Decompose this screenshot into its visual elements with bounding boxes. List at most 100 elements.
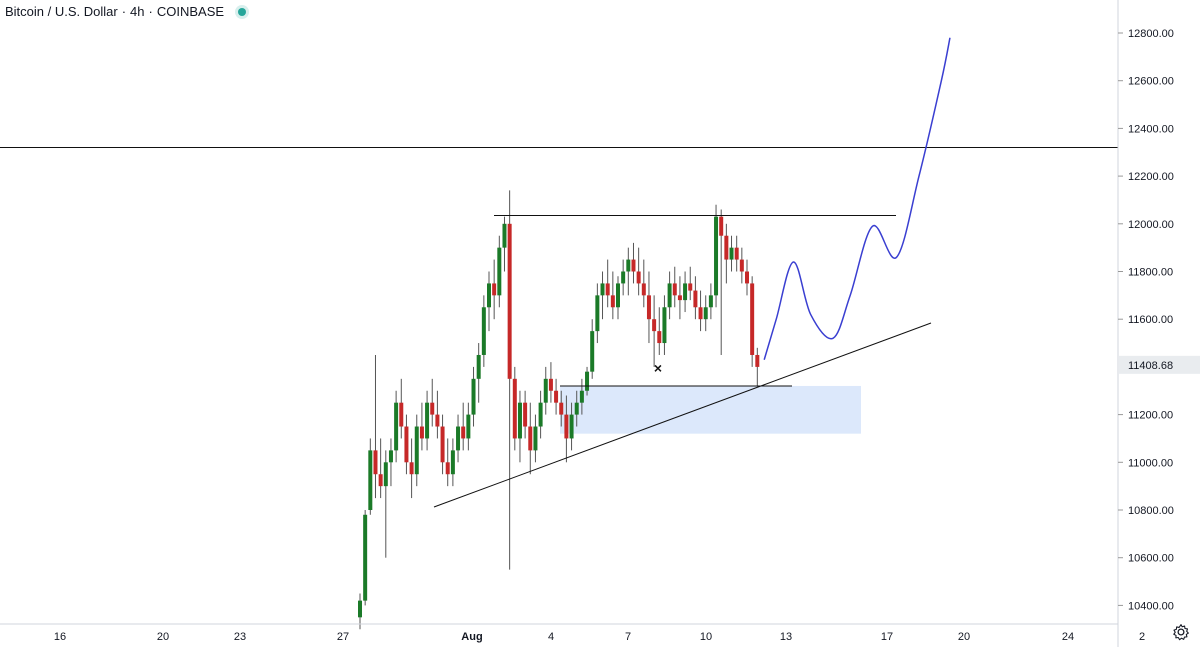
candle-body xyxy=(394,402,399,451)
y-tick-label: 12600.00 xyxy=(1128,76,1174,88)
current-price-tag xyxy=(1119,355,1200,374)
y-tick-label: 11600.00 xyxy=(1128,314,1173,326)
candle-body xyxy=(703,307,708,320)
candle-body xyxy=(657,331,662,344)
candle-body xyxy=(476,354,481,379)
candle-body xyxy=(414,426,419,475)
y-tick-label: 10400.00 xyxy=(1128,600,1174,612)
candle-body xyxy=(430,402,435,415)
y-tick-label: 12800.00 xyxy=(1128,28,1174,40)
candle-body xyxy=(554,390,559,403)
candle-body xyxy=(543,378,548,403)
candle-body xyxy=(724,235,729,260)
candle-body xyxy=(466,414,471,439)
gear-icon[interactable] xyxy=(1172,623,1190,641)
candle-body xyxy=(383,462,388,487)
candle-body xyxy=(358,600,362,618)
candle-body xyxy=(445,462,450,475)
candle-body xyxy=(688,283,693,291)
x-tick-label: 23 xyxy=(234,631,246,643)
candle-body xyxy=(471,378,476,415)
demand-zone[interactable] xyxy=(560,385,861,434)
candle-body xyxy=(517,402,522,439)
candle-body xyxy=(745,271,749,284)
candle-body xyxy=(492,283,497,296)
y-tick-label: 10800.00 xyxy=(1128,505,1174,517)
candle-body xyxy=(497,247,502,296)
candle-body xyxy=(714,216,719,296)
x-tick-label: 16 xyxy=(54,631,66,643)
candle-body xyxy=(652,319,657,332)
candle-body xyxy=(698,307,703,320)
projected-price-path[interactable] xyxy=(763,37,951,360)
candle-body xyxy=(533,426,538,451)
candle-body xyxy=(378,474,383,487)
candle-body xyxy=(750,283,755,355)
candle-body xyxy=(564,414,569,439)
x-tick-label: Aug xyxy=(461,631,482,643)
current-price-label: 11408.68 xyxy=(1128,360,1173,372)
candle-body xyxy=(734,247,739,260)
x-tick-label: 17 xyxy=(881,631,893,643)
x-tick-label: 2 xyxy=(1139,631,1145,643)
candle-body xyxy=(626,259,631,272)
status-dot-icon xyxy=(238,7,247,16)
candle-body xyxy=(739,259,744,272)
candle-body xyxy=(755,354,760,367)
candle-body xyxy=(719,216,724,236)
candle-body xyxy=(425,402,430,439)
candle-body xyxy=(693,290,698,308)
candle-body xyxy=(729,247,734,260)
interval-label: 4h xyxy=(130,4,145,19)
cross-marker: × xyxy=(654,360,662,376)
candle-body xyxy=(621,271,626,284)
candle-body xyxy=(373,450,378,475)
ascending-trendline[interactable] xyxy=(433,322,932,508)
candle-body xyxy=(450,450,455,475)
candle-body xyxy=(646,295,651,320)
x-tick-label: 20 xyxy=(157,631,169,643)
candle-body xyxy=(363,514,368,601)
y-tick-label: 11000.00 xyxy=(1128,457,1173,469)
x-tick-label: 7 xyxy=(625,631,631,643)
x-tick-label: 13 xyxy=(780,631,792,643)
candle-body xyxy=(368,450,373,510)
candle-body xyxy=(605,283,610,296)
candle-body xyxy=(600,283,605,296)
candle-body xyxy=(662,307,667,344)
legend-separator: · xyxy=(148,4,153,19)
x-tick-label: 24 xyxy=(1062,631,1074,643)
candle-body xyxy=(409,462,414,475)
y-tick-label: 10600.00 xyxy=(1128,553,1174,565)
candle-body xyxy=(528,426,533,451)
candle-body xyxy=(641,283,646,296)
candle-body xyxy=(631,259,636,272)
x-tick-label: 4 xyxy=(548,631,554,643)
candle-body xyxy=(399,402,404,427)
y-tick-label: 11800.00 xyxy=(1128,267,1173,279)
candle-body xyxy=(487,283,491,308)
y-tick-label: 12000.00 xyxy=(1128,219,1174,231)
candle-body xyxy=(507,223,512,379)
candle-body xyxy=(435,414,440,427)
candle-body xyxy=(440,426,445,463)
legend-separator: · xyxy=(121,4,127,19)
candle-body xyxy=(672,283,677,296)
candle-body xyxy=(574,402,579,415)
y-tick-label: 12200.00 xyxy=(1128,171,1174,183)
candle-body xyxy=(590,331,595,372)
candle-body xyxy=(481,307,486,355)
x-tick-label: 10 xyxy=(700,631,712,643)
x-tick-label: 27 xyxy=(337,631,349,643)
candle-body xyxy=(456,426,461,451)
candle-body xyxy=(579,390,584,403)
candle-body xyxy=(512,378,517,439)
candle-body xyxy=(585,371,590,391)
candle-body xyxy=(388,450,393,463)
y-tick-label: 12400.00 xyxy=(1128,123,1174,135)
candle-body xyxy=(461,426,466,439)
y-tick-label: 11200.00 xyxy=(1128,410,1173,422)
candle-body xyxy=(616,283,620,308)
candle-body xyxy=(502,223,507,248)
